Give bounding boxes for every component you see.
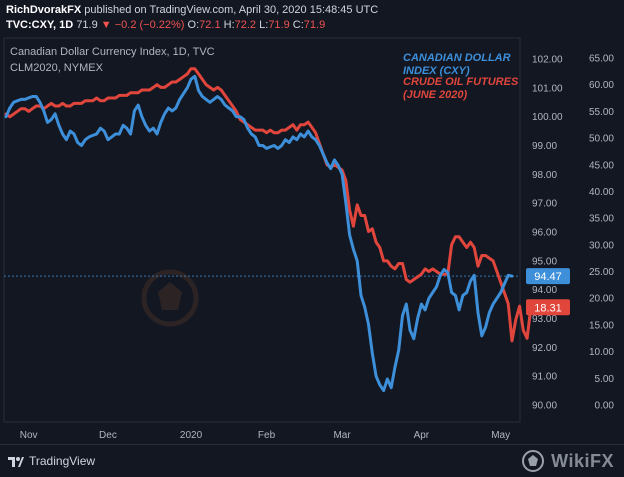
series-line-oil xyxy=(4,67,533,343)
legend-cxy-line1: CANADIAN DOLLAR xyxy=(403,52,511,64)
left-tick-label: 91.00 xyxy=(532,372,557,383)
x-tick-label: Dec xyxy=(99,430,117,441)
x-tick-label: Feb xyxy=(258,430,276,441)
left-tick-label: 98.00 xyxy=(532,170,557,181)
chart-canvas[interactable]: 102.00 101.00 100.00 99.00 98.00 97.00 96.00 95… xyxy=(0,0,624,444)
right-tick-label: 35.00 xyxy=(589,214,614,225)
last-price: 71.9 xyxy=(76,19,98,31)
right-axis: 65.00 60.00 55.00 50.00 45.00 40.00 35.00 30.00… xyxy=(589,54,614,412)
x-tick-label: May xyxy=(491,430,510,441)
close-value: 71.9 xyxy=(303,19,326,31)
left-tick-label: 101.00 xyxy=(532,83,563,94)
wikifx-text: WikiFX xyxy=(551,450,614,471)
series-line-cxy xyxy=(4,74,514,393)
author-name[interactable]: RichDvorakFX xyxy=(6,4,82,16)
chart-title: Canadian Dollar Currency Index, 1D, TVC xyxy=(10,46,215,58)
publish-text: published on TradingView.com, April 30, … xyxy=(84,4,379,16)
right-tick-label: 20.00 xyxy=(589,294,614,305)
high-value: 72.2 xyxy=(234,19,257,31)
series-layer xyxy=(4,67,533,393)
wikifx-logo-icon xyxy=(522,450,545,472)
right-tick-label: 65.00 xyxy=(589,54,614,65)
left-tick-label: 93.00 xyxy=(532,314,557,325)
legend-cxy: CANADIAN DOLLAR INDEX (CXY) xyxy=(403,52,514,77)
x-axis: Nov Dec 2020 Feb Mar Apr May xyxy=(20,430,510,441)
right-tick-label: 30.00 xyxy=(589,240,614,251)
chart-subtitle: CLM2020, NYMEX xyxy=(10,62,104,74)
tradingview-icon xyxy=(8,457,24,467)
watermark-logo xyxy=(141,269,199,327)
high-label: H: xyxy=(223,19,235,31)
legend-cxy-line2: INDEX (CXY) xyxy=(403,65,470,77)
left-tick-label: 97.00 xyxy=(532,199,557,210)
left-tick-label: 100.00 xyxy=(532,112,563,123)
legend: CANADIAN DOLLAR INDEX (CXY) CRUDE OIL FU… xyxy=(403,52,521,101)
tradingview-logo[interactable]: TradingView xyxy=(8,454,95,468)
x-tick-label: Mar xyxy=(333,430,351,441)
last-label-cxy: 94.47 xyxy=(534,271,562,283)
right-tick-label: 45.00 xyxy=(589,160,614,171)
open-value: 72.1 xyxy=(199,19,221,31)
left-tick-label: 90.00 xyxy=(532,401,557,412)
symbol-info: TVC:CXY, 1D 71.9 ▼ −0.2 (−0.22%) O:72.1 … xyxy=(6,19,325,31)
last-label-bg-oil xyxy=(526,299,570,316)
close-label: C: xyxy=(292,19,304,31)
open-label: O: xyxy=(187,19,200,31)
left-axis: 102.00 101.00 100.00 99.00 98.00 97.00 96.00 95… xyxy=(532,55,563,412)
right-tick-label: 55.00 xyxy=(589,107,614,118)
right-tick-label: 60.00 xyxy=(589,80,614,91)
price-change: −0.2 (−0.22%) xyxy=(114,19,185,31)
left-tick-label: 92.00 xyxy=(532,343,557,354)
legend-oil-line1: CRUDE OIL FUTURES xyxy=(403,76,519,88)
legend-oil-line2: (JUNE 2020) xyxy=(403,89,468,101)
x-tick-label: Nov xyxy=(20,430,38,441)
wikifx-watermark: WikiFX xyxy=(521,449,614,473)
x-tick-label: 2020 xyxy=(180,430,203,441)
left-tick-label: 94.00 xyxy=(532,285,557,296)
change-down-icon: ▼ xyxy=(100,19,112,31)
right-tick-label: 50.00 xyxy=(589,134,614,145)
left-tick-label: 96.00 xyxy=(532,228,557,239)
low-value: 71.9 xyxy=(268,19,290,31)
last-price-labels: 94.47 18.31 xyxy=(526,268,570,316)
right-tick-label: 15.00 xyxy=(589,320,614,331)
symbol-text: TVC:CXY, 1D xyxy=(6,19,74,31)
publish-info: RichDvorakFX published on TradingView.co… xyxy=(6,4,378,16)
low-label: L: xyxy=(259,19,269,31)
legend-oil: CRUDE OIL FUTURES (JUNE 2020) xyxy=(403,76,521,101)
footer-bar: TradingView WikiFX xyxy=(0,444,624,477)
right-tick-label: 0.00 xyxy=(595,401,615,412)
tradingview-label: TradingView xyxy=(29,454,96,468)
left-tick-label: 102.00 xyxy=(532,55,563,66)
right-tick-label: 5.00 xyxy=(595,374,615,385)
x-tick-label: Apr xyxy=(414,430,430,441)
last-label-oil: 18.31 xyxy=(534,302,562,314)
right-tick-label: 25.00 xyxy=(589,267,614,278)
left-tick-label: 99.00 xyxy=(532,141,557,152)
right-tick-label: 10.00 xyxy=(589,347,614,358)
left-tick-label: 95.00 xyxy=(532,256,557,267)
last-label-bg-cxy xyxy=(526,268,570,285)
right-tick-label: 40.00 xyxy=(589,187,614,198)
